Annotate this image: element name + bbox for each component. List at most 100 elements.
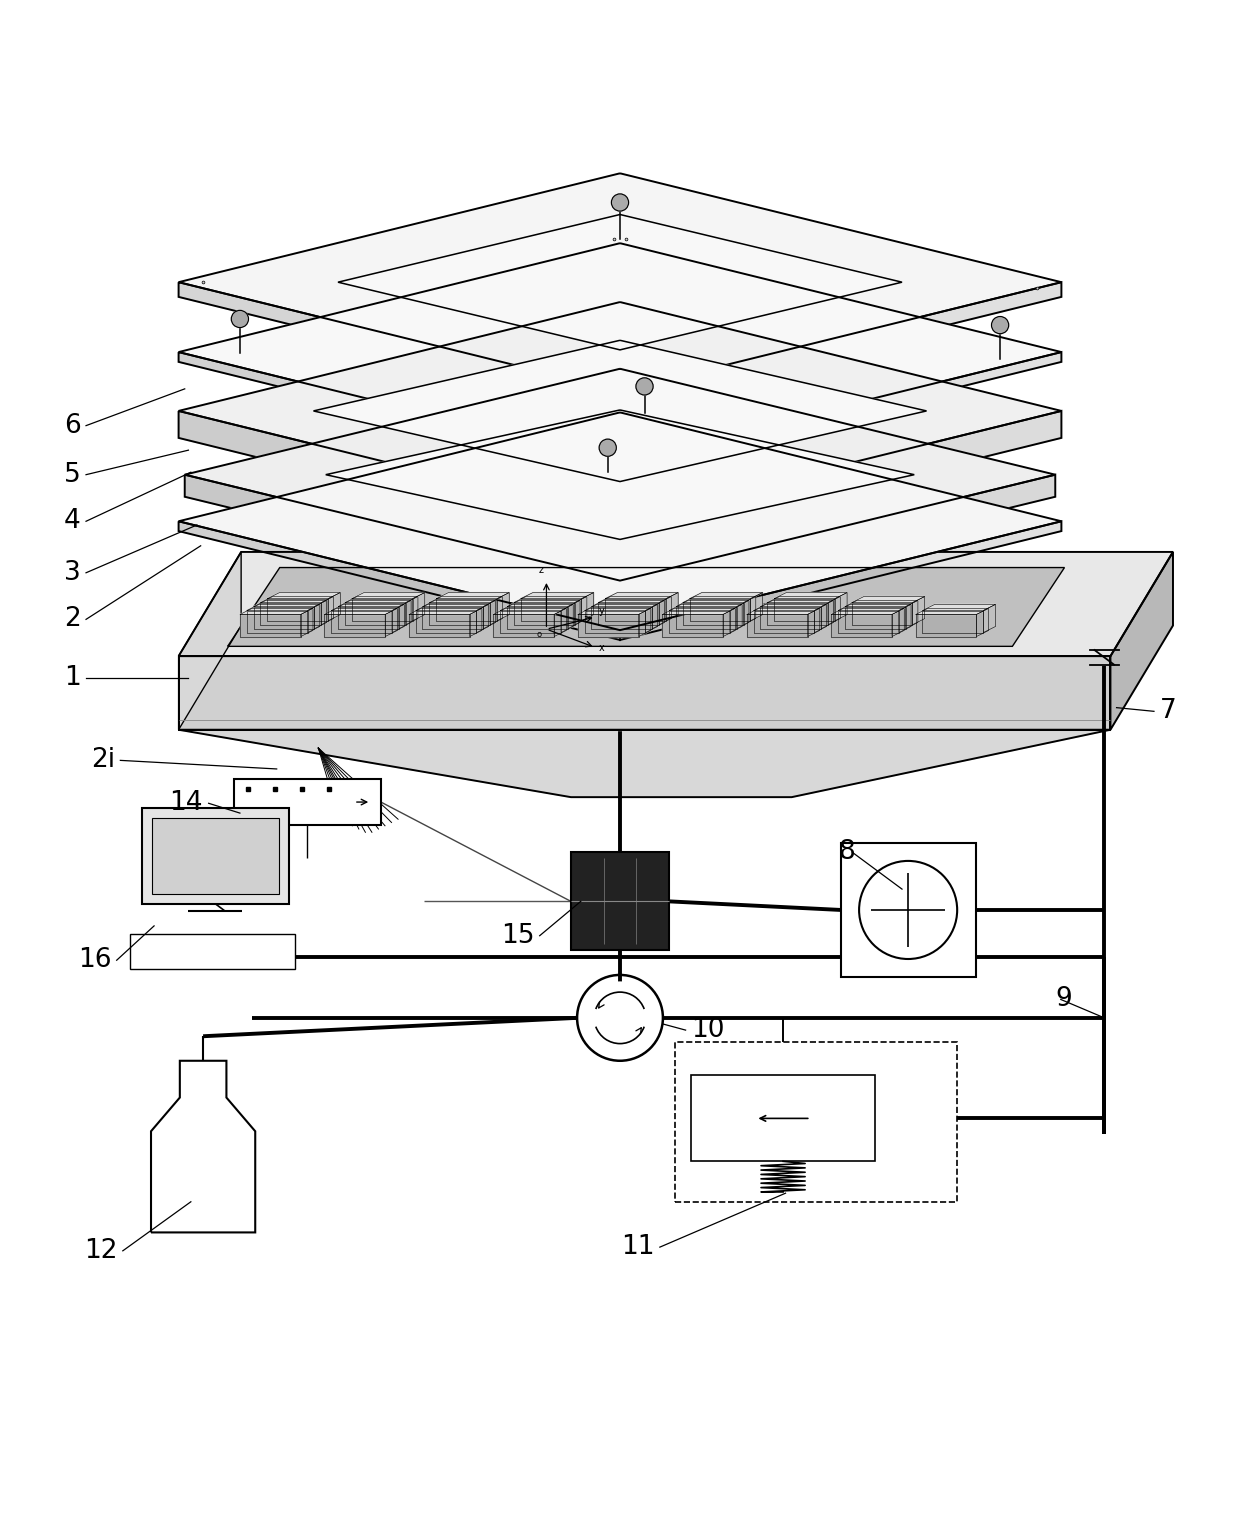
- Polygon shape: [754, 604, 827, 610]
- Polygon shape: [660, 596, 671, 625]
- Polygon shape: [744, 596, 756, 625]
- Polygon shape: [768, 596, 841, 602]
- Polygon shape: [494, 615, 554, 636]
- Polygon shape: [915, 615, 976, 636]
- Polygon shape: [315, 601, 326, 629]
- Text: 6: 6: [63, 412, 81, 438]
- Circle shape: [232, 310, 248, 328]
- Polygon shape: [666, 593, 678, 621]
- Polygon shape: [683, 602, 744, 625]
- Bar: [691, 1076, 875, 1162]
- Polygon shape: [513, 596, 587, 602]
- Polygon shape: [268, 593, 340, 599]
- Polygon shape: [494, 609, 567, 615]
- Polygon shape: [582, 593, 594, 621]
- Polygon shape: [554, 609, 567, 636]
- Polygon shape: [620, 521, 1061, 639]
- Polygon shape: [253, 607, 315, 629]
- Text: 3: 3: [63, 560, 81, 586]
- Polygon shape: [239, 609, 312, 615]
- Polygon shape: [899, 604, 911, 633]
- Polygon shape: [821, 601, 833, 629]
- Polygon shape: [179, 552, 241, 730]
- Polygon shape: [923, 610, 983, 633]
- Polygon shape: [405, 596, 418, 625]
- Polygon shape: [584, 604, 657, 610]
- Polygon shape: [676, 601, 749, 607]
- Polygon shape: [892, 609, 904, 636]
- Polygon shape: [326, 409, 914, 540]
- Polygon shape: [179, 353, 620, 471]
- Polygon shape: [574, 596, 587, 625]
- Polygon shape: [835, 593, 847, 621]
- Polygon shape: [844, 607, 905, 629]
- Polygon shape: [645, 604, 657, 633]
- Polygon shape: [345, 602, 405, 625]
- Polygon shape: [151, 1061, 255, 1233]
- Polygon shape: [831, 615, 892, 636]
- Polygon shape: [838, 604, 911, 610]
- Polygon shape: [746, 615, 807, 636]
- Polygon shape: [247, 610, 308, 633]
- Polygon shape: [620, 353, 1061, 471]
- Polygon shape: [605, 599, 666, 621]
- Polygon shape: [399, 601, 412, 629]
- Polygon shape: [774, 599, 835, 621]
- Polygon shape: [325, 609, 398, 615]
- Circle shape: [599, 438, 616, 457]
- Bar: [234, 779, 381, 825]
- Polygon shape: [568, 601, 580, 629]
- Polygon shape: [670, 610, 730, 633]
- Polygon shape: [670, 604, 742, 610]
- Polygon shape: [339, 215, 901, 350]
- Polygon shape: [831, 609, 904, 615]
- Polygon shape: [352, 599, 413, 621]
- Polygon shape: [179, 412, 1061, 630]
- Polygon shape: [329, 593, 340, 621]
- Polygon shape: [429, 596, 502, 602]
- Polygon shape: [807, 609, 820, 636]
- Polygon shape: [521, 599, 582, 621]
- Text: y: y: [599, 607, 604, 616]
- Polygon shape: [768, 602, 828, 625]
- Polygon shape: [723, 609, 735, 636]
- Polygon shape: [260, 596, 334, 602]
- Polygon shape: [774, 593, 847, 599]
- Polygon shape: [308, 604, 320, 633]
- Polygon shape: [409, 609, 482, 615]
- Polygon shape: [560, 604, 573, 633]
- Polygon shape: [386, 609, 398, 636]
- Text: x: x: [599, 644, 604, 653]
- Polygon shape: [392, 604, 404, 633]
- Polygon shape: [639, 609, 651, 636]
- Polygon shape: [339, 601, 412, 607]
- Polygon shape: [976, 609, 988, 636]
- Polygon shape: [228, 567, 1064, 647]
- Polygon shape: [746, 609, 820, 615]
- Polygon shape: [507, 607, 568, 629]
- Polygon shape: [521, 593, 594, 599]
- Text: 7: 7: [1159, 699, 1177, 724]
- Polygon shape: [436, 599, 497, 621]
- Text: 5: 5: [63, 461, 81, 487]
- Polygon shape: [429, 602, 490, 625]
- Circle shape: [611, 193, 629, 212]
- Polygon shape: [1111, 552, 1173, 730]
- Polygon shape: [689, 599, 750, 621]
- Polygon shape: [513, 602, 574, 625]
- Polygon shape: [500, 604, 573, 610]
- Circle shape: [584, 981, 656, 1055]
- Polygon shape: [268, 599, 329, 621]
- Polygon shape: [662, 609, 735, 615]
- Polygon shape: [179, 302, 1061, 520]
- Text: 10: 10: [691, 1016, 724, 1042]
- Text: 11: 11: [621, 1234, 655, 1260]
- Polygon shape: [415, 610, 476, 633]
- Bar: [570, 852, 670, 950]
- Polygon shape: [662, 615, 723, 636]
- Polygon shape: [591, 601, 665, 607]
- Polygon shape: [676, 607, 737, 629]
- Bar: [141, 808, 289, 904]
- Polygon shape: [179, 656, 1111, 730]
- Polygon shape: [497, 593, 510, 621]
